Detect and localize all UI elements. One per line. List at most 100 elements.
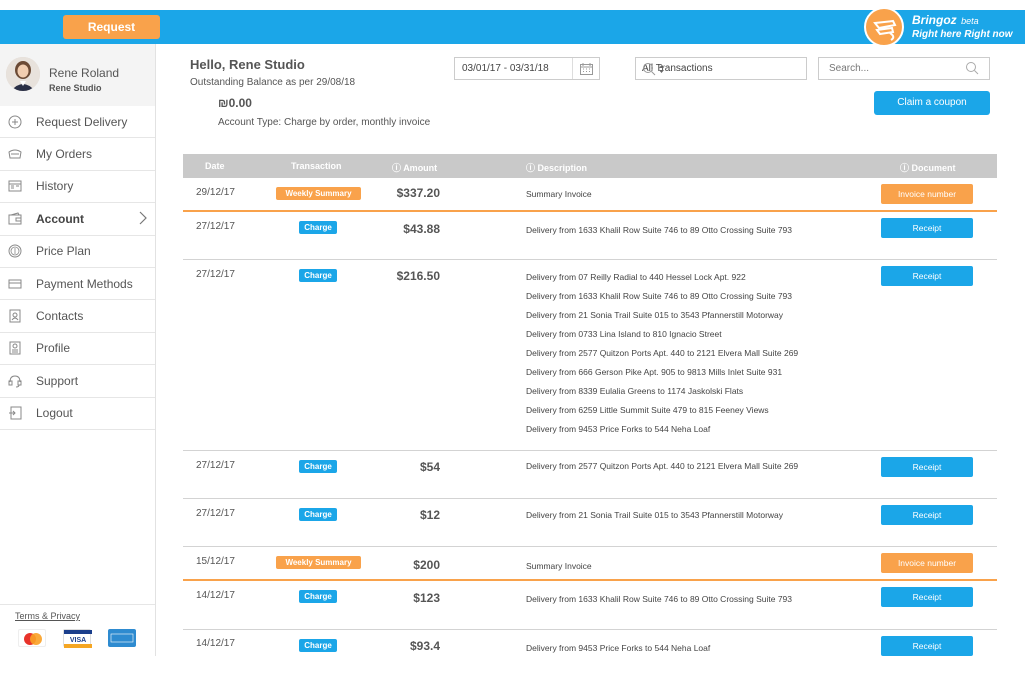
sidebar-item-label: Profile — [36, 341, 71, 356]
calendar-icon[interactable] — [572, 58, 599, 79]
brand: Bringoz beta Right here Right now — [912, 13, 1013, 41]
date-range-picker[interactable]: 03/01/17 - 03/31/18 — [454, 57, 600, 80]
request-delivery-button[interactable]: Request Delivery — [63, 15, 160, 58]
table-row[interactable]: 15/12/17 Weekly Summary $200 Summary Inv… — [183, 547, 997, 581]
balance-value: ₪0.00 — [218, 96, 252, 110]
search-input[interactable] — [818, 57, 990, 80]
invoice-number-button[interactable]: Invoice number — [881, 184, 973, 204]
description-line: Summary Invoice — [526, 561, 592, 571]
sidebar-item-label: History — [36, 179, 74, 194]
column-header-document-label: Document — [911, 163, 956, 173]
user-company: Rene Studio — [49, 83, 102, 93]
claim-coupon-button[interactable]: Claim a coupon — [874, 91, 990, 115]
support-icon — [8, 374, 22, 388]
sidebar-item-label: Payment Methods — [36, 276, 133, 291]
table-row[interactable]: 14/12/17 Charge $93.4 Delivery from 9453… — [183, 630, 997, 656]
sidebar-item-request-delivery[interactable]: Request Delivery — [0, 106, 155, 139]
logout-icon — [8, 406, 22, 420]
column-header-transaction: Transaction — [291, 161, 342, 171]
table-row[interactable]: 14/12/17 Charge $123 Delivery from 1633 … — [183, 581, 997, 630]
bringoz-logo-icon[interactable] — [864, 7, 904, 47]
row-amount: $216.50 — [396, 269, 440, 283]
table-row[interactable]: 27/12/17 Charge $12 Delivery from 21 Son… — [183, 499, 997, 547]
description-line: Delivery from 1633 Khalil Row Suite 746 … — [526, 225, 792, 235]
receipt-button[interactable]: Receipt — [881, 266, 973, 286]
table-row[interactable]: 27/12/17 Charge $43.88 Delivery from 163… — [183, 212, 997, 260]
mastercard-icon — [18, 629, 46, 647]
description-line: Delivery from 9453 Price Forks to 544 Ne… — [526, 424, 711, 434]
receipt-button[interactable]: Receipt — [881, 457, 973, 477]
chevron-right-icon — [139, 211, 147, 230]
receipt-button[interactable]: Receipt — [881, 636, 973, 656]
column-header-amount: ⓘ Amount — [392, 161, 437, 174]
table-row[interactable]: 29/12/17 Weekly Summary $337.20 Summary … — [183, 178, 997, 212]
table-header: Date Transaction ⓘ Amount ⓘ Description … — [183, 154, 997, 178]
column-header-date: Date — [205, 161, 225, 171]
row-date: 27/12/17 — [196, 508, 235, 519]
transaction-type-value: All Transactions — [642, 63, 713, 74]
transaction-type-select[interactable]: All Transactions — [635, 57, 807, 80]
column-header-description: ⓘ Description — [526, 161, 587, 174]
sidebar-item-history[interactable]: History — [0, 171, 155, 204]
row-description: Delivery from 1633 Khalil Row Suite 746 … — [526, 593, 792, 612]
contacts-icon — [8, 309, 22, 323]
invoice-number-button[interactable]: Invoice number — [881, 553, 973, 573]
description-line: Delivery from 21 Sonia Trail Suite 015 t… — [526, 510, 784, 520]
row-description: Summary Invoice — [526, 560, 592, 579]
receipt-button[interactable]: Receipt — [881, 218, 973, 238]
row-amount: $93.4 — [409, 639, 440, 653]
history-icon — [8, 179, 22, 193]
charge-badge: Charge — [299, 460, 337, 473]
row-date: 29/12/17 — [196, 187, 235, 198]
column-header-amount-label: Amount — [403, 163, 438, 173]
table-row[interactable]: 27/12/17 Charge $216.50 Delivery from 07… — [183, 260, 997, 451]
column-header-document: ⓘ Document — [900, 161, 956, 174]
sidebar-item-account[interactable]: Account — [0, 203, 155, 236]
orders-icon — [8, 147, 22, 161]
row-description: Delivery from 2577 Quitzon Ports Apt. 44… — [526, 460, 798, 479]
sidebar-item-profile[interactable]: Profile — [0, 333, 155, 366]
user-profile[interactable]: Rene Roland Rene Studio — [0, 44, 155, 106]
row-date: 14/12/17 — [196, 638, 235, 649]
description-line: Summary Invoice — [526, 189, 592, 199]
brand-name: Bringoz — [912, 13, 957, 27]
row-date: 14/12/17 — [196, 590, 235, 601]
info-icon: ⓘ — [526, 163, 536, 173]
row-date: 27/12/17 — [196, 269, 235, 280]
sidebar-item-label: Contacts — [36, 309, 84, 324]
sidebar-item-payment-methods[interactable]: Payment Methods — [0, 268, 155, 301]
dollar-icon — [8, 244, 22, 258]
weekly-summary-badge: Weekly Summary — [276, 556, 361, 569]
row-amount: $337.20 — [396, 186, 440, 200]
row-amount: $12 — [419, 508, 440, 522]
description-line: Delivery from 07 Reilly Radial to 440 He… — [526, 272, 746, 282]
sidebar-item-label: Price Plan — [36, 244, 91, 259]
user-name: Rene Roland — [49, 66, 120, 80]
sidebar-item-price-plan[interactable]: Price Plan — [0, 236, 155, 268]
receipt-button[interactable]: Receipt — [881, 587, 973, 607]
description-line: Delivery from 8339 Eulalia Greens to 117… — [526, 386, 744, 396]
svg-text:VISA: VISA — [70, 637, 86, 644]
visa-icon: VISA — [63, 629, 92, 648]
sidebar-item-logout[interactable]: Logout — [0, 398, 155, 430]
sidebar-item-label: Logout — [36, 406, 73, 421]
description-line: Delivery from 21 Sonia Trail Suite 015 t… — [526, 310, 784, 320]
terms-privacy-link[interactable]: Terms & Privacy — [15, 611, 81, 621]
charge-badge: Charge — [299, 508, 337, 521]
row-amount: $123 — [413, 591, 440, 605]
row-description: Delivery from 1633 Khalil Row Suite 746 … — [526, 224, 792, 243]
description-line: Delivery from 9453 Price Forks to 544 Ne… — [526, 643, 711, 653]
table-row[interactable]: 27/12/17 Charge $54 Delivery from 2577 Q… — [183, 451, 997, 499]
info-icon: ⓘ — [900, 163, 910, 173]
credit-card-icon — [8, 277, 22, 291]
sidebar-item-support[interactable]: Support — [0, 365, 155, 398]
sidebar-item-contacts[interactable]: Contacts — [0, 300, 155, 333]
receipt-button[interactable]: Receipt — [881, 505, 973, 525]
column-header-description-label: Description — [537, 163, 588, 173]
search-icon[interactable] — [965, 61, 979, 80]
american-express-icon — [108, 629, 136, 647]
charge-badge: Charge — [299, 269, 337, 282]
sidebar-footer: Terms & Privacy VISA — [0, 604, 155, 656]
sidebar-item-my-orders[interactable]: My Orders — [0, 138, 155, 171]
row-description: Delivery from 07 Reilly Radial to 440 He… — [526, 271, 798, 442]
